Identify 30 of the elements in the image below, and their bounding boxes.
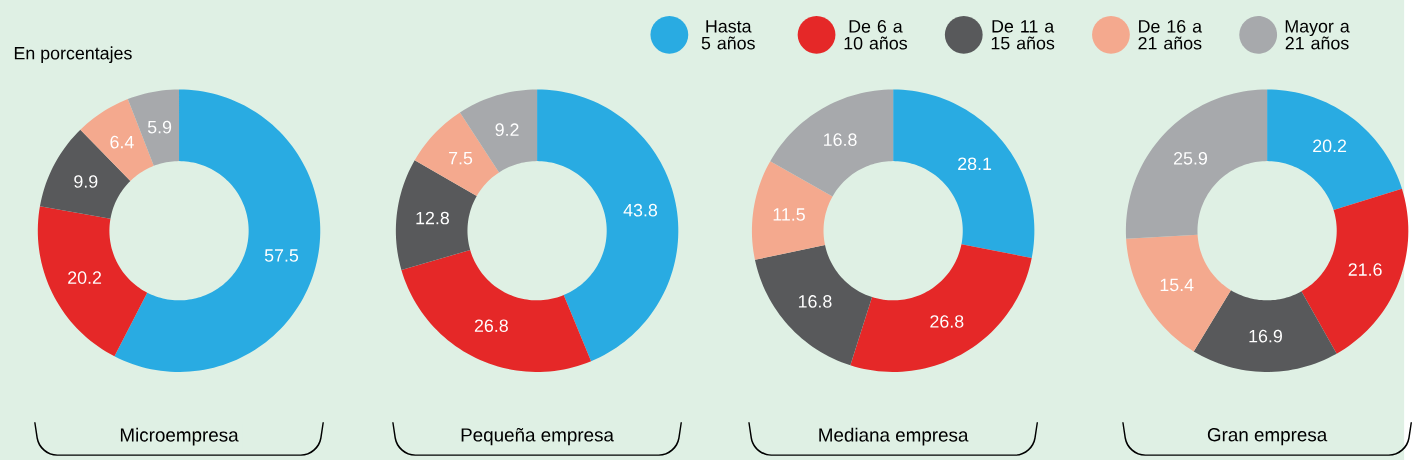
- data-label: 16.8: [824, 133, 857, 146]
- data-label: 28.1: [958, 157, 992, 170]
- data-label: 5.9: [147, 120, 172, 134]
- text: Pequeña empresa: [461, 427, 614, 446]
- text: Gran empresa: [1207, 427, 1328, 445]
- data-label: 9.2: [495, 123, 519, 136]
- data-label: 6.4: [110, 135, 134, 149]
- data-label: 57.5: [264, 249, 299, 262]
- legend-label: Hasta 5 años: [701, 19, 755, 50]
- data-label: 7.5: [449, 151, 473, 165]
- data-label: 26.8: [930, 314, 964, 328]
- data-label: 20.2: [68, 271, 102, 284]
- data-label: 16.8: [798, 294, 832, 308]
- legend-label: De 6 a 10 años: [844, 19, 908, 50]
- legend-label: Mayor a 21 años: [1285, 19, 1350, 50]
- text: En porcentajes: [14, 46, 132, 63]
- text: Microempresa: [120, 427, 239, 446]
- data-label: 20.2: [1313, 139, 1347, 152]
- data-label: 15.4: [1160, 278, 1194, 291]
- data-label: 43.8: [623, 203, 658, 217]
- legend-label: De 16 a 21 años: [1138, 19, 1203, 50]
- data-label: 25.9: [1174, 151, 1207, 165]
- data-label: 9.9: [74, 174, 98, 188]
- text: Mediana empresa: [819, 427, 969, 446]
- legend-label: De 11 a 15 años: [991, 19, 1055, 50]
- data-label: 21.6: [1348, 262, 1382, 276]
- data-label: 26.8: [474, 319, 508, 332]
- data-label: 11.5: [773, 208, 805, 221]
- data-label: 12.8: [416, 211, 450, 225]
- data-label: 16.9: [1249, 329, 1282, 343]
